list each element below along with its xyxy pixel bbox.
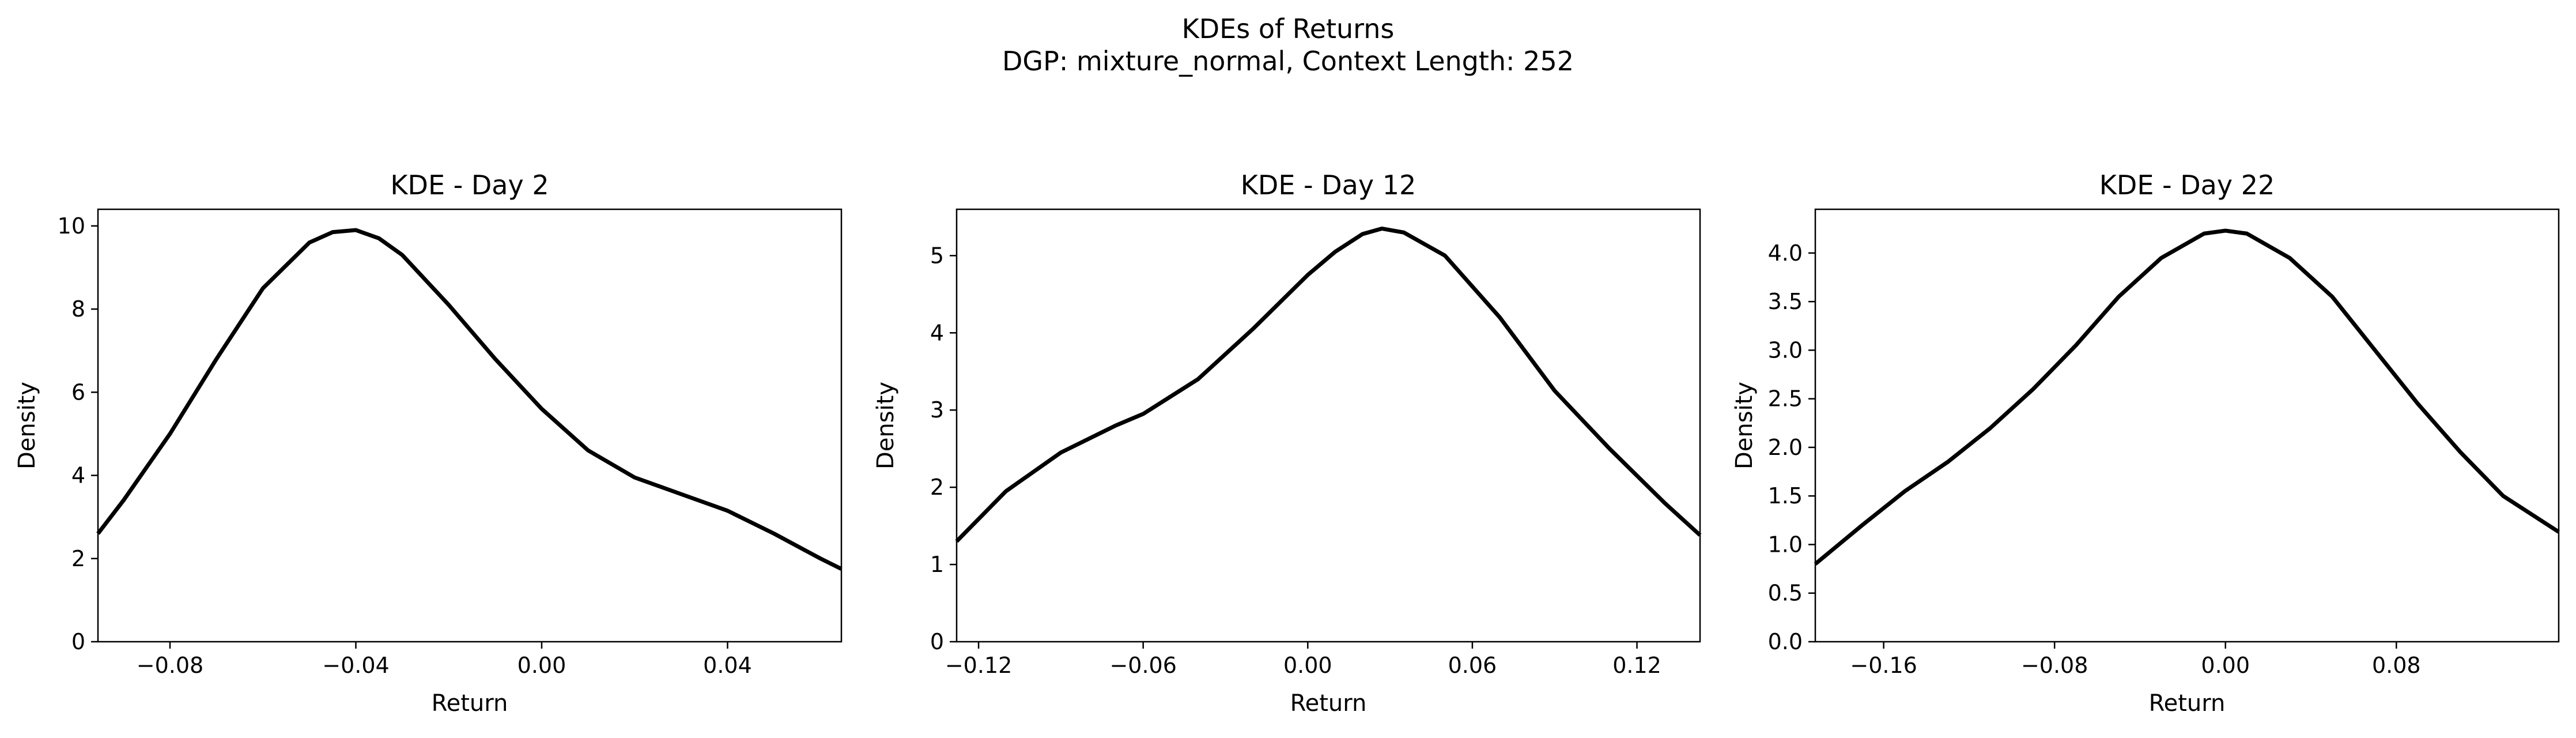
y-tick-label: 3.0 [1768,337,1803,363]
x-tick-label: 0.00 [2201,653,2250,678]
y-tick-label: 10 [58,213,85,239]
y-tick-label: 0 [930,629,944,654]
kde-line [1814,228,2560,566]
x-tick-label: −0.12 [945,653,1012,678]
y-tick-label: 2 [71,546,85,571]
x-axis-label: Return [432,690,508,717]
subplot-title: KDE - Day 2 [390,170,549,201]
x-tick-label: −0.08 [2021,653,2088,678]
subplot-title: KDE - Day 12 [1241,170,1416,201]
y-tick-label: 5 [930,243,944,268]
subplot-title: KDE - Day 22 [2099,170,2275,201]
subplot-3: −0.16 −0.08 0.00 0.08 0.0 0.5 1.0 1.5 2.0 2.5 3.0 3… [1731,170,2560,717]
x-tick-label: 0.00 [1283,653,1332,678]
y-tick-label: 0.5 [1768,581,1803,606]
subplot-1: −0.08 −0.04 0.00 0.04 0 2 4 6 8 10 KDE - Day 2 Retu… [14,170,843,717]
y-tick-label: 3 [930,397,944,423]
y-tick-label: 4.0 [1768,240,1803,266]
axes-frame [1814,208,2560,643]
x-tick-label: −0.04 [322,653,389,678]
y-axis-label: Density [872,382,899,469]
x-tick-label: −0.16 [1850,653,1917,678]
y-axis-label: Density [14,382,40,469]
x-tick-label: 0.00 [518,653,566,678]
y-tick-label: 8 [71,296,85,322]
y-tick-label: 1.5 [1768,483,1803,509]
x-tick-label: 0.04 [703,653,752,678]
x-axis-label: Return [1290,690,1367,717]
y-tick-label: 0.0 [1768,629,1803,654]
axes-frame [955,208,1701,643]
axes-frame [97,208,843,643]
subplot-2: −0.12 −0.06 0.00 0.06 0.12 0 1 2 3 4 5 KDE - Day 12… [872,170,1702,717]
figure-title: KDEs of Returns [1182,13,1395,44]
y-tick-label: 4 [71,463,85,488]
kde-line [955,226,1702,543]
y-tick-label: 1.0 [1768,532,1803,557]
x-tick-label: −0.06 [1109,653,1176,678]
y-axis-label: Density [1731,382,1758,469]
x-tick-label: 0.06 [1448,653,1497,678]
y-tick-label: 2.0 [1768,435,1803,460]
kde-line [96,228,843,571]
x-tick-label: 0.08 [2372,653,2421,678]
figure-subtitle: DGP: mixture_normal, Context Length: 252 [1002,46,1574,77]
y-tick-label: 2.5 [1768,386,1803,412]
y-tick-label: 6 [71,379,85,405]
x-tick-label: 0.12 [1612,653,1661,678]
x-axis-label: Return [2149,690,2226,717]
y-tick-label: 2 [930,475,944,500]
y-tick-label: 3.5 [1768,289,1803,314]
y-tick-label: 1 [930,552,944,577]
x-tick-label: −0.08 [137,653,203,678]
y-tick-label: 4 [930,320,944,345]
y-tick-label: 0 [71,629,85,654]
